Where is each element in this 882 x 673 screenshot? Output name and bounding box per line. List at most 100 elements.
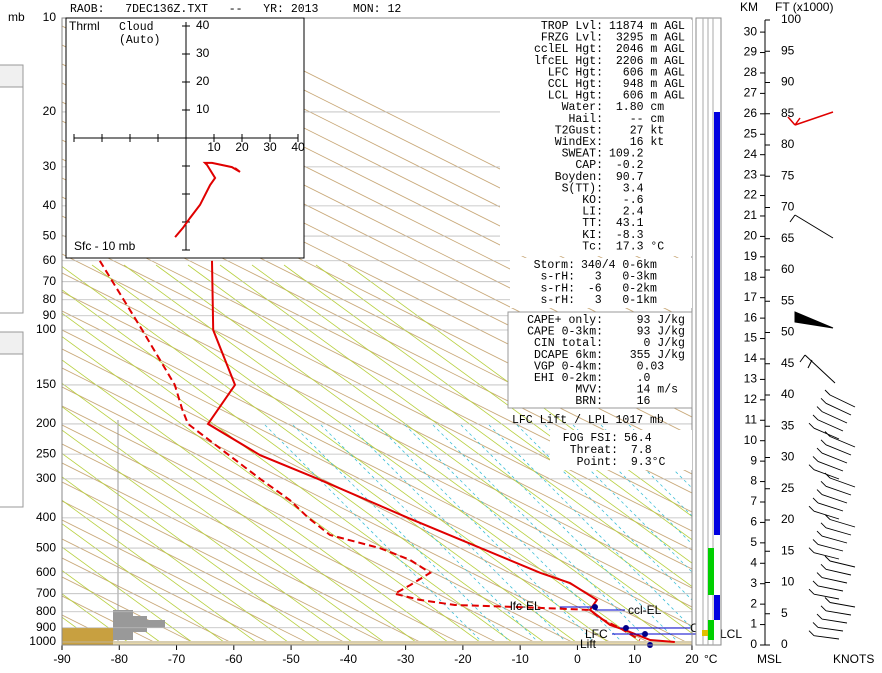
pressure-tick-label: 150	[36, 377, 56, 391]
row-value: 11874 m AGL	[609, 20, 685, 33]
row-label: CAPE 0-3km:	[527, 326, 603, 339]
temperature-tick-label: -90	[53, 652, 71, 666]
hodo-tick-label: 10	[196, 102, 210, 116]
km-label: KM	[740, 0, 758, 14]
pressure-tick-label: 60	[43, 253, 57, 267]
row-value: 1.80 cm	[609, 101, 664, 114]
pressure-tick-label: 50	[43, 228, 57, 242]
pressure-tick-label: 600	[36, 565, 56, 579]
wind-barb	[789, 214, 834, 239]
km-tick-label: 30	[744, 24, 758, 38]
row-value: 3.4	[609, 182, 644, 195]
km-tick-label: 1	[750, 617, 757, 631]
ft-tick-label: 40	[781, 387, 795, 401]
km-tick-label: 22	[744, 188, 758, 202]
mixing-ratio	[432, 424, 654, 645]
ft-tick-label: 100	[781, 12, 801, 26]
km-tick-label: 4	[750, 555, 757, 569]
row-value: 7.8	[624, 444, 652, 457]
level-bar	[702, 630, 708, 636]
cloud-label: Cloud	[119, 21, 154, 34]
dry-adiabat	[62, 443, 465, 645]
pressure-tick-label: 300	[36, 471, 56, 485]
km-tick-label: 8	[750, 474, 757, 488]
row-label: DCAPE 6km:	[534, 349, 603, 362]
moist-adiabat	[155, 264, 677, 645]
row-value: 17.3 °C	[609, 240, 664, 253]
moist-adiabat	[62, 476, 293, 645]
pressure-tick-label: 400	[36, 510, 56, 524]
km-tick-label: 25	[744, 126, 758, 140]
moist-adiabat	[219, 264, 692, 611]
row-value: 9.3°C	[624, 456, 666, 469]
row-value: 2046 m AGL	[609, 43, 685, 56]
temperature-tick-label: -60	[225, 652, 243, 666]
row-value: -0.2	[609, 159, 644, 172]
row-value: 2206 m AGL	[609, 55, 685, 68]
dry-adiabat	[62, 139, 692, 456]
moist-adiabat	[62, 429, 357, 645]
level-dot	[592, 604, 598, 610]
level-label: lfc-EL	[510, 599, 541, 613]
row-label: Water:	[562, 101, 603, 114]
moist-adiabat	[62, 312, 517, 645]
moist-adiabat	[62, 499, 261, 645]
storm-panel	[510, 258, 692, 308]
msl-label: MSL	[757, 652, 782, 666]
dry-adiabat	[62, 291, 692, 608]
km-tick-label: 2	[750, 596, 757, 610]
dry-adiabat	[62, 272, 692, 589]
ft-tick-label: 30	[781, 450, 795, 464]
temperature-tick-label: -40	[340, 652, 358, 666]
level-bar	[708, 620, 714, 640]
row-label: Point:	[577, 456, 618, 469]
row-value: 16 kt	[609, 136, 664, 149]
dry-adiabat	[62, 386, 579, 645]
wind-barb	[787, 111, 834, 126]
side-panel-header	[0, 64, 24, 88]
row-value: 0 J/kg	[609, 337, 685, 350]
row-value: 93 J/kg	[609, 326, 685, 339]
level-bar	[714, 112, 720, 535]
cape-panel	[507, 311, 693, 409]
row-label: CCL Hgt:	[548, 78, 603, 91]
moist-adiabat	[62, 546, 197, 645]
row-label: MVV:	[575, 384, 603, 397]
row-label: TROP Lvl:	[541, 20, 603, 33]
dry-adiabat	[62, 158, 692, 475]
dry-adiabat	[62, 329, 692, 645]
row-value: 340/4 0-6km	[581, 259, 657, 272]
row-value: 3 0-1km	[581, 294, 657, 307]
row-value: 948 m AGL	[609, 78, 685, 91]
mixing-ratio	[488, 424, 692, 629]
dry-adiabat	[62, 481, 389, 645]
pressure-tick-label: 200	[36, 416, 56, 430]
dry-adiabat	[62, 196, 692, 513]
ft-tick-label: 80	[781, 137, 795, 151]
temperature-tick-label: -10	[511, 652, 529, 666]
surface-strip	[62, 641, 692, 645]
row-label: LFC Hgt:	[548, 66, 603, 79]
level-label: LCL	[720, 627, 742, 641]
lift-note: LFC Lift / LPL 1017 mb	[512, 414, 664, 427]
row-value: -8.3	[609, 229, 644, 242]
level-bar	[714, 595, 720, 620]
km-tick-label: 12	[744, 392, 758, 406]
temperature-tick-label: -30	[397, 652, 415, 666]
km-tick-label: 21	[744, 208, 758, 222]
row-value: 3 0-3km	[581, 271, 657, 284]
moist-adiabat	[251, 264, 692, 588]
wind-barb	[799, 354, 836, 384]
km-tick-label: 24	[744, 147, 758, 161]
row-label: s-rH:	[540, 271, 575, 284]
pressure-tick-label: 1000	[29, 634, 56, 648]
histogram-bar	[133, 616, 147, 632]
temperature-tick-label: 0	[574, 652, 581, 666]
hodograph-curve	[174, 161, 241, 238]
km-tick-label: 16	[744, 310, 758, 324]
hodo-tick-label: 20	[235, 140, 249, 154]
dry-adiabat	[62, 462, 427, 645]
row-value: -- cm	[609, 113, 664, 126]
dry-adiabat	[62, 310, 692, 627]
ft-tick-label: 35	[781, 418, 795, 432]
